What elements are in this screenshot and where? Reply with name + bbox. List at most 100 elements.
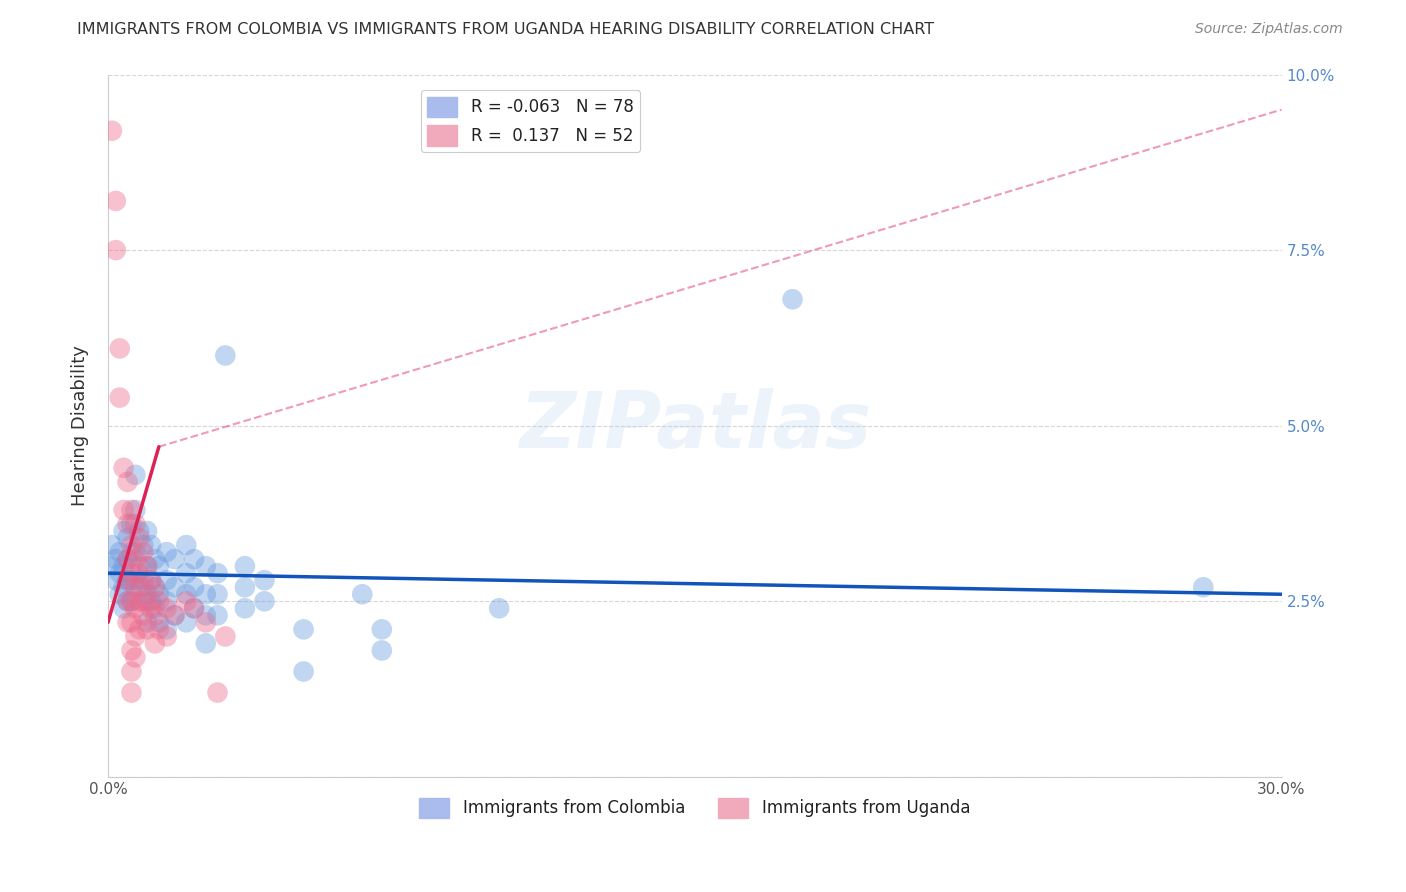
Point bbox=[120, 538, 142, 552]
Point bbox=[183, 601, 205, 615]
Point bbox=[132, 545, 155, 559]
Point bbox=[156, 573, 179, 587]
Point bbox=[124, 573, 146, 587]
Point bbox=[174, 615, 197, 630]
Point bbox=[136, 524, 159, 538]
Point bbox=[124, 503, 146, 517]
Point bbox=[128, 559, 150, 574]
Point bbox=[128, 580, 150, 594]
Point bbox=[104, 552, 127, 566]
Point bbox=[292, 623, 315, 637]
Point bbox=[139, 594, 162, 608]
Point bbox=[156, 601, 179, 615]
Point bbox=[132, 608, 155, 623]
Point bbox=[108, 391, 131, 405]
Point bbox=[120, 516, 142, 531]
Point bbox=[183, 601, 205, 615]
Point bbox=[194, 587, 217, 601]
Point bbox=[117, 615, 139, 630]
Point bbox=[233, 601, 256, 615]
Point bbox=[128, 594, 150, 608]
Point bbox=[156, 623, 179, 637]
Point bbox=[163, 552, 186, 566]
Point bbox=[139, 573, 162, 587]
Point bbox=[124, 629, 146, 643]
Point bbox=[194, 636, 217, 650]
Point bbox=[128, 531, 150, 545]
Point bbox=[124, 545, 146, 559]
Point bbox=[104, 573, 127, 587]
Point bbox=[292, 665, 315, 679]
Point bbox=[117, 552, 139, 566]
Point bbox=[139, 601, 162, 615]
Point bbox=[128, 566, 150, 581]
Point bbox=[124, 516, 146, 531]
Point bbox=[128, 623, 150, 637]
Point bbox=[136, 615, 159, 630]
Point bbox=[352, 587, 374, 601]
Point bbox=[120, 594, 142, 608]
Point bbox=[101, 538, 124, 552]
Legend: Immigrants from Colombia, Immigrants from Uganda: Immigrants from Colombia, Immigrants fro… bbox=[412, 791, 977, 825]
Point bbox=[120, 545, 142, 559]
Point bbox=[120, 503, 142, 517]
Point bbox=[174, 594, 197, 608]
Point bbox=[112, 559, 135, 574]
Point bbox=[120, 573, 142, 587]
Point bbox=[163, 608, 186, 623]
Point bbox=[128, 524, 150, 538]
Point bbox=[148, 594, 170, 608]
Point bbox=[120, 643, 142, 657]
Point bbox=[253, 594, 276, 608]
Point bbox=[120, 685, 142, 699]
Point bbox=[253, 573, 276, 587]
Point bbox=[143, 608, 166, 623]
Point bbox=[163, 580, 186, 594]
Point bbox=[117, 516, 139, 531]
Text: ZIPatlas: ZIPatlas bbox=[519, 388, 870, 464]
Point bbox=[1192, 580, 1215, 594]
Point bbox=[143, 636, 166, 650]
Point bbox=[136, 559, 159, 574]
Point bbox=[143, 601, 166, 615]
Point bbox=[194, 615, 217, 630]
Point bbox=[120, 566, 142, 581]
Point bbox=[174, 587, 197, 601]
Y-axis label: Hearing Disability: Hearing Disability bbox=[72, 345, 89, 506]
Point bbox=[112, 580, 135, 594]
Point bbox=[108, 342, 131, 356]
Point bbox=[143, 580, 166, 594]
Point bbox=[136, 594, 159, 608]
Point bbox=[371, 623, 394, 637]
Point bbox=[132, 538, 155, 552]
Point bbox=[488, 601, 510, 615]
Point bbox=[117, 475, 139, 489]
Point bbox=[214, 348, 236, 362]
Point bbox=[136, 587, 159, 601]
Point bbox=[156, 629, 179, 643]
Point bbox=[112, 524, 135, 538]
Point bbox=[207, 608, 229, 623]
Point bbox=[112, 460, 135, 475]
Point bbox=[148, 587, 170, 601]
Point bbox=[120, 665, 142, 679]
Point bbox=[117, 594, 139, 608]
Point bbox=[156, 594, 179, 608]
Point bbox=[124, 552, 146, 566]
Point bbox=[124, 580, 146, 594]
Point bbox=[139, 538, 162, 552]
Point bbox=[207, 685, 229, 699]
Point bbox=[132, 580, 155, 594]
Point bbox=[117, 552, 139, 566]
Point bbox=[207, 587, 229, 601]
Point bbox=[214, 629, 236, 643]
Point bbox=[101, 559, 124, 574]
Point bbox=[136, 559, 159, 574]
Point bbox=[163, 608, 186, 623]
Point bbox=[194, 559, 217, 574]
Point bbox=[132, 573, 155, 587]
Point bbox=[117, 573, 139, 587]
Point bbox=[117, 594, 139, 608]
Point bbox=[233, 580, 256, 594]
Point bbox=[112, 601, 135, 615]
